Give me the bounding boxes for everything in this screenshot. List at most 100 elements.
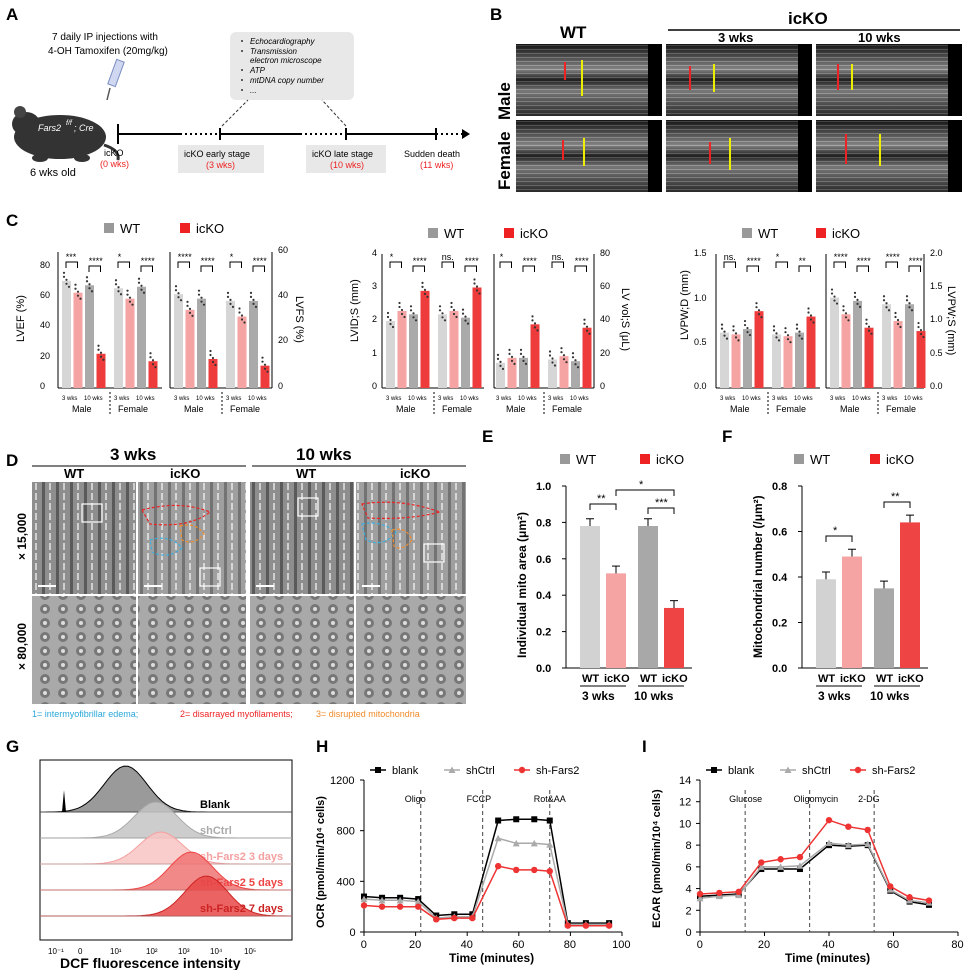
c-dot: [88, 283, 91, 286]
c-dot: [85, 276, 89, 279]
c-bracket: [908, 265, 921, 272]
tem-legend-3: 3= disrupted mitochondria: [316, 709, 420, 719]
bar: [842, 556, 862, 668]
svg-text:20: 20: [278, 335, 288, 345]
c-dot: [560, 347, 563, 350]
sig-label: **: [891, 491, 900, 503]
data-point: [777, 856, 784, 863]
c-bracket: [746, 265, 759, 272]
c-bracket: [229, 261, 242, 268]
c-sig-label: ns.: [552, 252, 564, 262]
c-dot: [513, 362, 516, 365]
c-dot: [191, 314, 194, 317]
c-group: Female: [776, 404, 806, 414]
svg-text:WT: WT: [758, 226, 778, 241]
c-bracket: [574, 265, 587, 272]
chart-h: 0 400 800 1200 0 20 40 60 80 100 Time (minutes) OCR…: [315, 765, 630, 965]
c-xtick: 10 wks: [248, 396, 267, 402]
data-point: [546, 841, 554, 848]
c-dot: [475, 285, 479, 288]
c-dot: [466, 322, 470, 325]
c-dot: [519, 348, 523, 351]
c-bracket: [798, 265, 811, 272]
c-xtick: 3 wks: [830, 396, 845, 402]
panel-label-d: D: [6, 451, 18, 470]
c-sig-label: ****: [909, 256, 924, 266]
tem-icko-2: icKO: [400, 466, 430, 481]
c-bracket: [551, 261, 564, 268]
c-sig-label: ns.: [442, 252, 454, 262]
c-dot: [62, 271, 66, 274]
echo-icko-header: icKO: [788, 9, 828, 28]
c-bar: [125, 298, 135, 388]
c-dot: [266, 370, 269, 373]
c-sig-label: ****: [413, 256, 428, 266]
c-dot: [917, 321, 920, 325]
c-bar: [237, 316, 247, 388]
c-dot: [254, 305, 258, 308]
c-dot: [856, 298, 859, 301]
c-xtick: 3 wks: [114, 396, 129, 402]
bar: [638, 526, 658, 668]
c-xtick: 3 wks: [62, 396, 77, 402]
bar: [900, 522, 920, 668]
svg-text:icKO: icKO: [886, 452, 914, 467]
c-dot: [531, 319, 534, 322]
c-dot: [450, 301, 453, 305]
c-dot: [807, 307, 810, 310]
svg-text:40: 40: [40, 320, 50, 330]
lvef-axis-label: LVEF (%): [15, 295, 27, 342]
c-dot: [76, 294, 80, 297]
c-bar: [185, 309, 195, 388]
arrow-early: [221, 99, 249, 127]
c-dot: [508, 348, 511, 351]
c-bar: [582, 327, 592, 388]
c-bar: [548, 359, 557, 388]
sig-bracket: [589, 503, 617, 510]
c-dot: [74, 283, 77, 286]
svg-text:LVPW;S (mm): LVPW;S (mm): [945, 286, 957, 355]
c-bar: [174, 294, 183, 388]
x-tick-label: 10⁴: [210, 947, 223, 956]
c-sig-label: *: [390, 252, 394, 262]
c-dot: [772, 325, 776, 328]
y-axis-label: Mitochondrial number (/μm²): [751, 495, 765, 658]
c-dot: [62, 275, 66, 278]
c-bar: [905, 304, 914, 388]
panel-c-legend-3: WT icKO: [742, 226, 860, 241]
c-dot: [263, 363, 267, 366]
c-dot: [389, 322, 392, 326]
data-point: [582, 922, 590, 929]
c-bar: [409, 314, 418, 388]
syringe-icon: [106, 58, 125, 101]
c-sig-label: ****: [141, 256, 156, 266]
c-bar: [114, 288, 123, 388]
y-axis-label: ECAR (pmol/min/10⁴ cells): [651, 789, 663, 928]
c-dot: [391, 325, 395, 329]
c-bar: [496, 362, 505, 388]
c-dot: [882, 295, 886, 298]
mouse-illustration: [12, 106, 120, 162]
c-bar: [260, 365, 270, 388]
data-point: [512, 839, 520, 847]
y-tick-label: 2: [686, 905, 692, 917]
c-dot: [403, 315, 406, 319]
c-xtick: 10 wks: [408, 396, 427, 402]
stage2-label: icKO late stage: [312, 149, 373, 159]
x-tick-label: 60: [887, 939, 899, 951]
y-axis-label: OCR (pmol/min/10⁴ cells): [315, 796, 327, 928]
legend-marker: [518, 766, 526, 774]
chart-f: 0.0 0.2 0.4 0.6 0.8 Mitochondrial number (/μm…: [751, 481, 928, 703]
c-dot: [496, 353, 500, 356]
c-bar: [841, 314, 851, 388]
c-dot: [426, 295, 429, 298]
y-tick-label: 12: [679, 797, 691, 809]
data-point: [758, 859, 765, 866]
c-xtick: 10 wks: [742, 396, 761, 402]
c-dot: [732, 325, 735, 328]
c-dot: [853, 295, 857, 298]
svg-text:60: 60: [600, 281, 610, 291]
c-dot: [414, 319, 418, 322]
x-tick-label: 20: [758, 939, 770, 951]
